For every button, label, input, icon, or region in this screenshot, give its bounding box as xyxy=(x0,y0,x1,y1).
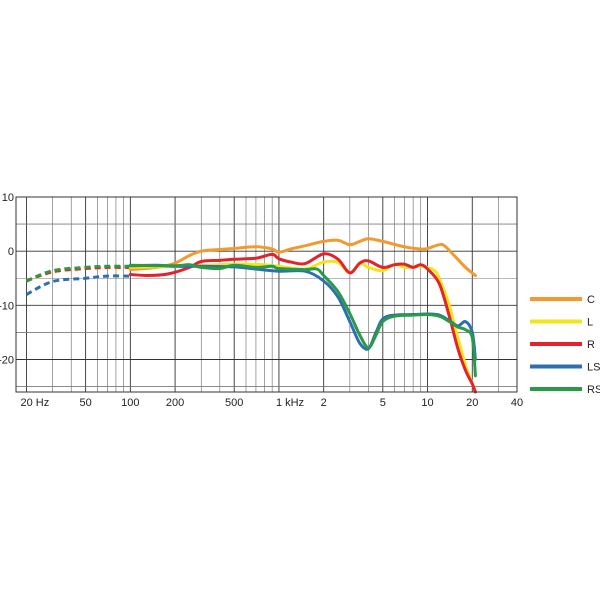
series-ls-line xyxy=(128,263,477,361)
x-tick-label: 50 xyxy=(79,397,91,409)
y-tick-label: -10 xyxy=(0,300,14,312)
legend-label-c: C xyxy=(587,294,595,306)
x-tick-label: 20 xyxy=(466,397,478,409)
x-tick-labels: 20 Hz 50 100 200 500 1 kHz 2 5 10 20 40 xyxy=(20,397,523,409)
y-tick-label: 10 xyxy=(2,192,14,204)
y-tick-label: -20 xyxy=(0,355,14,367)
series-c-line xyxy=(128,237,477,277)
legend-label-l: L xyxy=(587,317,593,329)
y-tick-label: 0 xyxy=(8,246,14,258)
grid xyxy=(16,197,517,392)
x-tick-label: 200 xyxy=(166,397,184,409)
x-tick-label: 5 xyxy=(380,397,386,409)
series-l-line xyxy=(128,259,477,394)
x-tick-label: 1 kHz xyxy=(276,397,304,409)
series-lines xyxy=(128,237,477,394)
legend-label-r: R xyxy=(587,339,595,351)
series-rs-dashed-line xyxy=(25,264,131,283)
x-tick-label: 500 xyxy=(225,397,243,409)
x-tick-label: 10 xyxy=(421,397,433,409)
x-tick-label: 100 xyxy=(121,397,139,409)
series-rs-line xyxy=(128,263,477,378)
series-r-line xyxy=(128,252,477,394)
legend: CLR LS RS xyxy=(530,294,600,396)
series-ls-dashed-line xyxy=(25,274,131,296)
plot-frame xyxy=(15,196,518,393)
dashed-lines xyxy=(25,264,131,296)
x-tick-label: 20 Hz xyxy=(20,397,49,409)
x-tick-label: 40 xyxy=(511,397,523,409)
y-tick-labels: 10 0 -10 -20 xyxy=(0,192,14,367)
legend-label-ls: LS xyxy=(587,362,600,374)
legend-label-rs: RS xyxy=(587,384,600,396)
x-tick-label: 2 xyxy=(321,397,327,409)
